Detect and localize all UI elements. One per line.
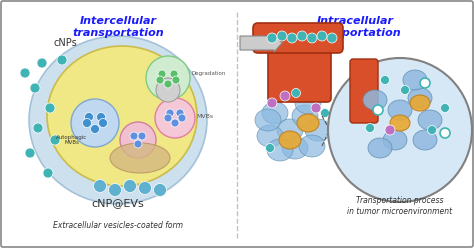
Ellipse shape (282, 137, 308, 159)
Ellipse shape (47, 46, 197, 186)
Circle shape (84, 113, 93, 122)
Ellipse shape (255, 109, 281, 131)
Circle shape (25, 148, 35, 158)
Circle shape (20, 68, 30, 78)
Circle shape (164, 114, 172, 122)
Ellipse shape (257, 125, 283, 147)
Circle shape (267, 98, 277, 108)
Text: Intracellular
transportation: Intracellular transportation (309, 16, 401, 38)
Text: Intercellular
transportation: Intercellular transportation (72, 16, 164, 38)
Ellipse shape (267, 139, 293, 161)
Circle shape (171, 119, 179, 127)
Text: Degradation: Degradation (192, 70, 227, 75)
FancyBboxPatch shape (253, 23, 343, 53)
Circle shape (91, 124, 100, 133)
Ellipse shape (279, 131, 301, 149)
Ellipse shape (408, 88, 432, 108)
Circle shape (365, 124, 374, 132)
Ellipse shape (305, 119, 331, 141)
Circle shape (320, 109, 329, 118)
Ellipse shape (368, 138, 392, 158)
Ellipse shape (292, 105, 318, 127)
Circle shape (428, 125, 437, 134)
Circle shape (280, 91, 290, 101)
Circle shape (297, 31, 307, 41)
Ellipse shape (262, 102, 288, 124)
Ellipse shape (297, 114, 319, 132)
Circle shape (93, 180, 107, 192)
Circle shape (401, 86, 410, 94)
Ellipse shape (29, 36, 207, 204)
Circle shape (381, 75, 390, 85)
Text: Extracellular vesicles-coated form: Extracellular vesicles-coated form (53, 221, 183, 230)
Ellipse shape (390, 115, 410, 131)
Ellipse shape (299, 135, 325, 157)
Circle shape (71, 99, 119, 147)
Circle shape (172, 76, 180, 84)
Circle shape (328, 58, 472, 202)
Ellipse shape (388, 100, 412, 120)
Circle shape (156, 76, 164, 84)
Circle shape (156, 78, 180, 102)
Circle shape (164, 80, 172, 88)
Circle shape (307, 33, 317, 43)
Circle shape (155, 98, 195, 138)
Circle shape (420, 78, 430, 88)
Ellipse shape (413, 130, 437, 150)
Circle shape (82, 119, 91, 127)
Ellipse shape (403, 70, 427, 90)
Circle shape (373, 105, 383, 115)
Circle shape (109, 184, 121, 196)
Circle shape (170, 70, 178, 78)
Circle shape (33, 123, 43, 133)
Circle shape (267, 33, 277, 43)
Circle shape (277, 31, 287, 41)
Ellipse shape (418, 110, 442, 130)
Circle shape (385, 125, 395, 135)
Circle shape (265, 144, 274, 153)
Text: cNPs: cNPs (53, 38, 77, 48)
Circle shape (130, 132, 138, 140)
Text: cNP@EVs: cNP@EVs (91, 198, 145, 208)
Circle shape (138, 132, 146, 140)
Circle shape (43, 168, 53, 178)
Circle shape (138, 182, 152, 194)
Circle shape (287, 33, 297, 43)
Ellipse shape (277, 119, 303, 141)
Circle shape (327, 33, 337, 43)
Circle shape (120, 122, 156, 158)
Circle shape (154, 184, 166, 196)
Circle shape (146, 56, 190, 100)
Ellipse shape (410, 95, 430, 111)
Circle shape (97, 113, 106, 122)
Ellipse shape (383, 130, 407, 150)
Circle shape (440, 128, 450, 138)
Circle shape (317, 31, 327, 41)
Circle shape (311, 103, 321, 113)
FancyArrow shape (240, 34, 282, 52)
Text: MVBs: MVBs (196, 114, 213, 119)
Text: Transportation process
in tumor microenvironment: Transportation process in tumor microenv… (347, 196, 453, 216)
FancyBboxPatch shape (268, 36, 331, 102)
Circle shape (166, 109, 174, 117)
Circle shape (50, 135, 60, 145)
Circle shape (99, 119, 108, 127)
Circle shape (45, 103, 55, 113)
Circle shape (124, 180, 137, 192)
Circle shape (176, 109, 184, 117)
Circle shape (134, 140, 142, 148)
Circle shape (292, 89, 301, 97)
Circle shape (30, 83, 40, 93)
Ellipse shape (295, 92, 321, 114)
Text: Autophagic
MVBs: Autophagic MVBs (56, 135, 88, 145)
Circle shape (158, 70, 166, 78)
Circle shape (178, 114, 186, 122)
Circle shape (57, 55, 67, 65)
Ellipse shape (110, 143, 170, 173)
Ellipse shape (363, 90, 387, 110)
FancyBboxPatch shape (350, 59, 378, 123)
Circle shape (37, 58, 47, 68)
Circle shape (440, 103, 449, 113)
